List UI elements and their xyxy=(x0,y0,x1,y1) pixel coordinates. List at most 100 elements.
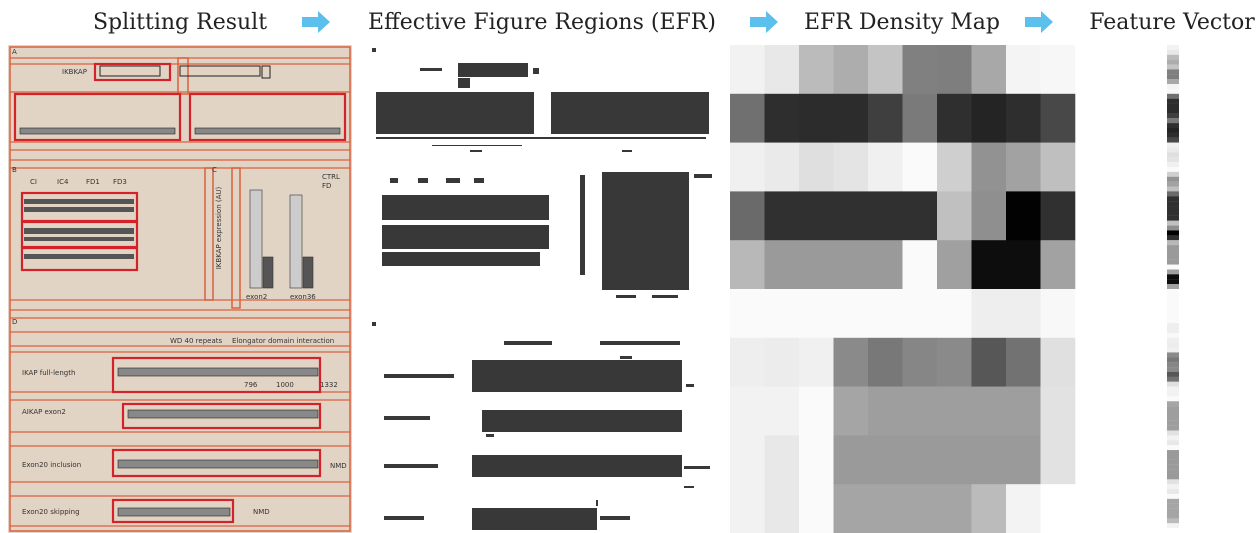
efr-block xyxy=(580,175,585,275)
efr-block xyxy=(504,341,552,345)
feature-cell xyxy=(1167,240,1179,246)
density-cell xyxy=(1040,191,1076,241)
gel-band xyxy=(24,228,134,234)
feature-cell xyxy=(1167,337,1179,343)
feature-cell xyxy=(1167,274,1179,280)
density-cell xyxy=(730,337,765,387)
feature-cell xyxy=(1167,118,1179,124)
label: A xyxy=(12,48,17,56)
density-cell xyxy=(730,289,765,339)
chart-bar xyxy=(249,189,263,289)
gel-band xyxy=(24,207,134,212)
density-cell xyxy=(868,93,903,143)
density-cell xyxy=(1006,484,1041,533)
density-cell xyxy=(764,142,800,192)
density-cell xyxy=(799,386,834,436)
feature-cell xyxy=(1167,191,1179,197)
feature-cell xyxy=(1167,298,1179,304)
feature-cell xyxy=(1167,430,1179,436)
density-cell xyxy=(937,93,972,143)
feature-cell xyxy=(1167,371,1179,377)
efr-block xyxy=(384,516,424,520)
region-box xyxy=(93,62,172,82)
density-cell xyxy=(799,240,834,290)
arrows xyxy=(302,11,1053,33)
label: 1332 xyxy=(320,381,338,389)
split-box xyxy=(204,167,214,301)
density-cell xyxy=(1040,45,1076,95)
gel-band xyxy=(24,199,134,204)
region-box xyxy=(111,448,322,478)
density-cell xyxy=(937,484,972,533)
chart-bar xyxy=(302,256,314,289)
step-title: EFR Density Map xyxy=(804,10,1000,35)
feature-cell xyxy=(1167,186,1179,192)
step-title: Splitting Result xyxy=(93,10,267,35)
feature-cell xyxy=(1167,196,1179,202)
density-cell xyxy=(868,142,903,192)
density-cell xyxy=(1040,386,1076,436)
efr-block xyxy=(482,410,682,432)
feature-cell xyxy=(1167,435,1179,441)
efr-block xyxy=(376,92,534,134)
arrow xyxy=(750,11,778,33)
density-cell xyxy=(833,435,869,485)
density-cell xyxy=(833,386,869,436)
feature-cell xyxy=(1167,513,1179,519)
feature-cell xyxy=(1167,45,1179,50)
density-cell xyxy=(937,240,972,290)
region-box xyxy=(121,402,322,430)
density-cell xyxy=(971,45,1007,95)
density-cell xyxy=(799,484,834,533)
density-cell xyxy=(971,93,1007,143)
density-cell xyxy=(868,484,903,533)
region-box xyxy=(20,246,139,272)
density-cell xyxy=(833,142,869,192)
density-cell xyxy=(902,240,938,290)
feature-cell xyxy=(1167,401,1179,407)
feature-cell xyxy=(1167,103,1179,109)
feature-cell xyxy=(1167,210,1179,216)
feature-cell xyxy=(1167,303,1179,309)
feature-cell xyxy=(1167,279,1179,285)
label: IKAP full-length xyxy=(22,369,75,377)
efr-block xyxy=(446,178,460,183)
density-cell xyxy=(764,45,800,95)
feature-cell xyxy=(1167,181,1179,187)
density-cell xyxy=(902,289,938,339)
density-cell xyxy=(833,45,869,95)
feature-cell xyxy=(1167,454,1179,460)
figure-labels: A IKBKAP B CI IC4 FD1 FD3 C CTRL FD exon… xyxy=(12,48,347,516)
feature-cell xyxy=(1167,152,1179,158)
label: NMD xyxy=(330,462,347,470)
feature-cell xyxy=(1167,176,1179,182)
efr-block xyxy=(616,295,636,298)
label: IC4 xyxy=(57,178,69,186)
density-cell xyxy=(971,435,1007,485)
density-cell xyxy=(902,435,938,485)
exon-bar xyxy=(127,409,319,419)
feature-cell xyxy=(1167,318,1179,324)
density-cell xyxy=(730,45,765,95)
feature-cell xyxy=(1167,508,1179,514)
efr-block xyxy=(384,464,438,468)
label: exon2 xyxy=(246,293,267,301)
density-cell xyxy=(868,289,903,339)
density-cell xyxy=(833,240,869,290)
feature-cell xyxy=(1167,69,1179,75)
feature-cell xyxy=(1167,293,1179,299)
efr-block xyxy=(652,295,678,298)
density-cell xyxy=(971,240,1007,290)
efr-block xyxy=(470,150,482,152)
feature-cell xyxy=(1167,289,1179,294)
density-cell xyxy=(1006,435,1041,485)
feature-cell xyxy=(1167,162,1179,168)
feature-cell xyxy=(1167,489,1179,495)
feature-cell xyxy=(1167,259,1179,265)
feature-cell xyxy=(1167,396,1179,402)
label: NMD xyxy=(253,508,270,516)
density-cell xyxy=(971,289,1007,339)
density-cell xyxy=(868,435,903,485)
efr-block xyxy=(432,145,522,146)
